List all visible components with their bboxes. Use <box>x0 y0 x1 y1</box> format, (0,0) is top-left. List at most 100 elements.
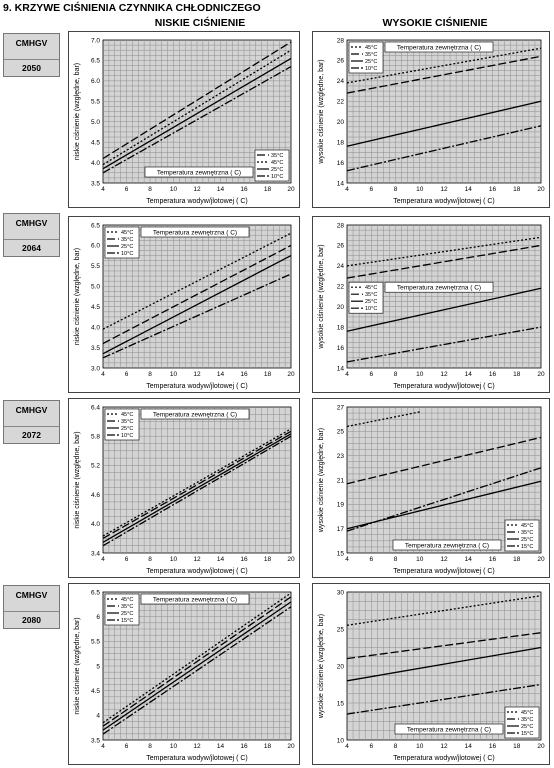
model-series: CMHGV <box>15 38 48 48</box>
x-tick-label: 12 <box>440 186 448 193</box>
x-tick-label: 18 <box>264 743 272 750</box>
x-tick-label: 18 <box>513 371 521 378</box>
y-tick-label: 19 <box>337 502 345 509</box>
x-tick-label: 10 <box>416 556 424 563</box>
x-tick-label: 14 <box>465 371 473 378</box>
series-line <box>102 41 292 160</box>
y-axis-label: niskie ciśnienie (względne, bar) <box>74 617 81 714</box>
y-tick-label: 6.5 <box>91 222 100 229</box>
chart-2050-high-pressure: 4 6 8 10 12 14 16 18 20 14 16 18 20 22 24 26 28 Temperatu… <box>312 31 550 208</box>
x-tick-label: 10 <box>170 371 178 378</box>
x-tick-label: 14 <box>465 743 473 750</box>
chart-2080-high-pressure: 4 6 8 10 12 14 16 18 20 10 15 20 25 30 Temperatura wod… <box>312 583 550 765</box>
y-tick-label: 25 <box>337 429 345 436</box>
legend-title-box <box>392 539 502 551</box>
y-tick-label: 27 <box>337 404 345 411</box>
chart-2072-low-pressure: 4 6 8 10 12 14 16 18 20 3.4 4.0 4.6 5.2 5.8 6.4 Tempera… <box>68 398 300 578</box>
y-tick-label: 5.5 <box>91 263 100 270</box>
series-line <box>102 244 292 345</box>
x-axis-label: Temperatura wodyw/jlotowej ( C) <box>393 198 495 205</box>
x-tick-label: 12 <box>193 743 201 750</box>
legend-title: Temperatura zewnętrzna ( C) <box>153 596 237 603</box>
y-tick-label: 25 <box>337 626 345 633</box>
legend-entry: 35°C <box>521 717 533 723</box>
y-tick-label: 30 <box>337 589 345 596</box>
chart-2072-high-pressure: 4 6 8 10 12 14 16 18 20 15 17 19 21 23 25 27 Temperatura… <box>312 398 550 578</box>
y-tick-label: 6.0 <box>91 243 100 250</box>
chart-2072-high-svg: 4 6 8 10 12 14 16 18 20 15 17 19 21 23 25 27 Temperatura… <box>318 404 545 575</box>
x-tick-label: 6 <box>125 371 129 378</box>
legend-title: Temperatura zewnętrzna ( C) <box>405 542 489 549</box>
x-tick-label: 20 <box>287 371 295 378</box>
legend-entry: 35°C <box>121 604 133 610</box>
series-line <box>346 646 542 682</box>
x-tick-label: 4 <box>345 556 349 563</box>
y-axis-label: niskie ciśnienie (względne, bar) <box>74 63 81 160</box>
x-tick-label: 8 <box>394 371 398 378</box>
series-line <box>102 601 292 731</box>
y-tick-label: 4.0 <box>91 324 100 331</box>
y-tick-label: 4.6 <box>91 492 100 499</box>
x-tick-label: 12 <box>440 556 448 563</box>
x-tick-label: 20 <box>537 556 545 563</box>
x-axis-label: Temperatura wodyw/jlotowej ( C) <box>146 755 248 762</box>
x-tick-label: 6 <box>369 743 373 750</box>
x-tick-label: 20 <box>287 743 295 750</box>
chart-2050-low-svg: 4 6 8 10 12 14 16 18 20 3.5 4.0 4.5 5.0 5.5 6.0 6.5 7.0 T… <box>74 37 295 205</box>
series-line <box>346 683 542 715</box>
x-tick-label: 6 <box>125 556 129 563</box>
y-tick-label: 6.5 <box>91 589 100 596</box>
x-tick-label: 18 <box>264 556 272 563</box>
legend-entry: 45°C <box>521 710 533 716</box>
page-title: 9. KRZYWE CIŚNIENIA CZYNNIKA CHŁODNICZEG… <box>3 2 261 14</box>
model-label-2072: CMHGV 2072 <box>3 400 60 444</box>
legend-entry: 10°C <box>121 433 133 439</box>
x-tick-label: 4 <box>101 186 105 193</box>
x-tick-label: 16 <box>489 556 497 563</box>
y-tick-label: 7.0 <box>91 37 100 44</box>
model-number: 2080 <box>4 611 59 625</box>
y-tick-label: 15 <box>337 550 345 557</box>
legend-entry: 35°C <box>365 52 377 58</box>
legend-entry: 15°C <box>521 731 533 737</box>
x-tick-label: 20 <box>287 556 295 563</box>
series-line <box>102 596 292 727</box>
legend-entry: 10°C <box>271 174 283 180</box>
series-line <box>346 326 542 363</box>
x-tick-label: 8 <box>394 556 398 563</box>
y-tick-label: 24 <box>337 78 345 85</box>
x-tick-label: 20 <box>537 371 545 378</box>
y-tick-label: 4 <box>96 713 100 720</box>
x-tick-label: 4 <box>101 556 105 563</box>
x-axis-label: Temperatura wodyw/jlotowej ( C) <box>393 383 495 390</box>
x-tick-label: 14 <box>217 743 225 750</box>
legend-entry: 25°C <box>121 426 133 432</box>
y-tick-label: 16 <box>337 345 345 352</box>
model-series: CMHGV <box>15 405 48 415</box>
y-tick-label: 18 <box>337 139 345 146</box>
high-pressure-column-heading: WYSOKIE CIŚNIENIE <box>382 17 488 29</box>
model-number: 2072 <box>4 426 59 440</box>
x-tick-label: 18 <box>264 371 272 378</box>
legend-title: Temperatura zewnętrzna ( C) <box>157 169 241 176</box>
chart-2072-low-svg: 4 6 8 10 12 14 16 18 20 3.4 4.0 4.6 5.2 5.8 6.4 Tempera… <box>74 404 295 575</box>
legend-title: Temperatura zewnętrzna ( C) <box>153 229 237 236</box>
x-axis-label: Temperatura wodyw/jlotowej ( C) <box>146 568 248 575</box>
legend-entry: 15°C <box>521 544 533 550</box>
series-line <box>102 49 292 166</box>
low-pressure-column-heading: NISKIE CIŚNIENIE <box>154 17 246 29</box>
y-tick-label: 3.4 <box>91 550 100 557</box>
series-line <box>102 57 292 170</box>
x-tick-label: 14 <box>217 186 225 193</box>
y-tick-label: 3.5 <box>91 737 100 744</box>
x-tick-label: 18 <box>264 186 272 193</box>
x-tick-label: 18 <box>513 186 521 193</box>
x-tick-label: 6 <box>369 556 373 563</box>
chart-2050-low-pressure: 4 6 8 10 12 14 16 18 20 3.5 4.0 4.5 5.0 5.5 6.0 6.5 7.0 T… <box>68 31 300 208</box>
series-line <box>346 467 542 532</box>
x-tick-label: 16 <box>240 186 248 193</box>
series-line <box>346 236 542 267</box>
x-tick-label: 4 <box>101 743 105 750</box>
x-tick-label: 16 <box>240 371 248 378</box>
x-tick-label: 4 <box>345 743 349 750</box>
